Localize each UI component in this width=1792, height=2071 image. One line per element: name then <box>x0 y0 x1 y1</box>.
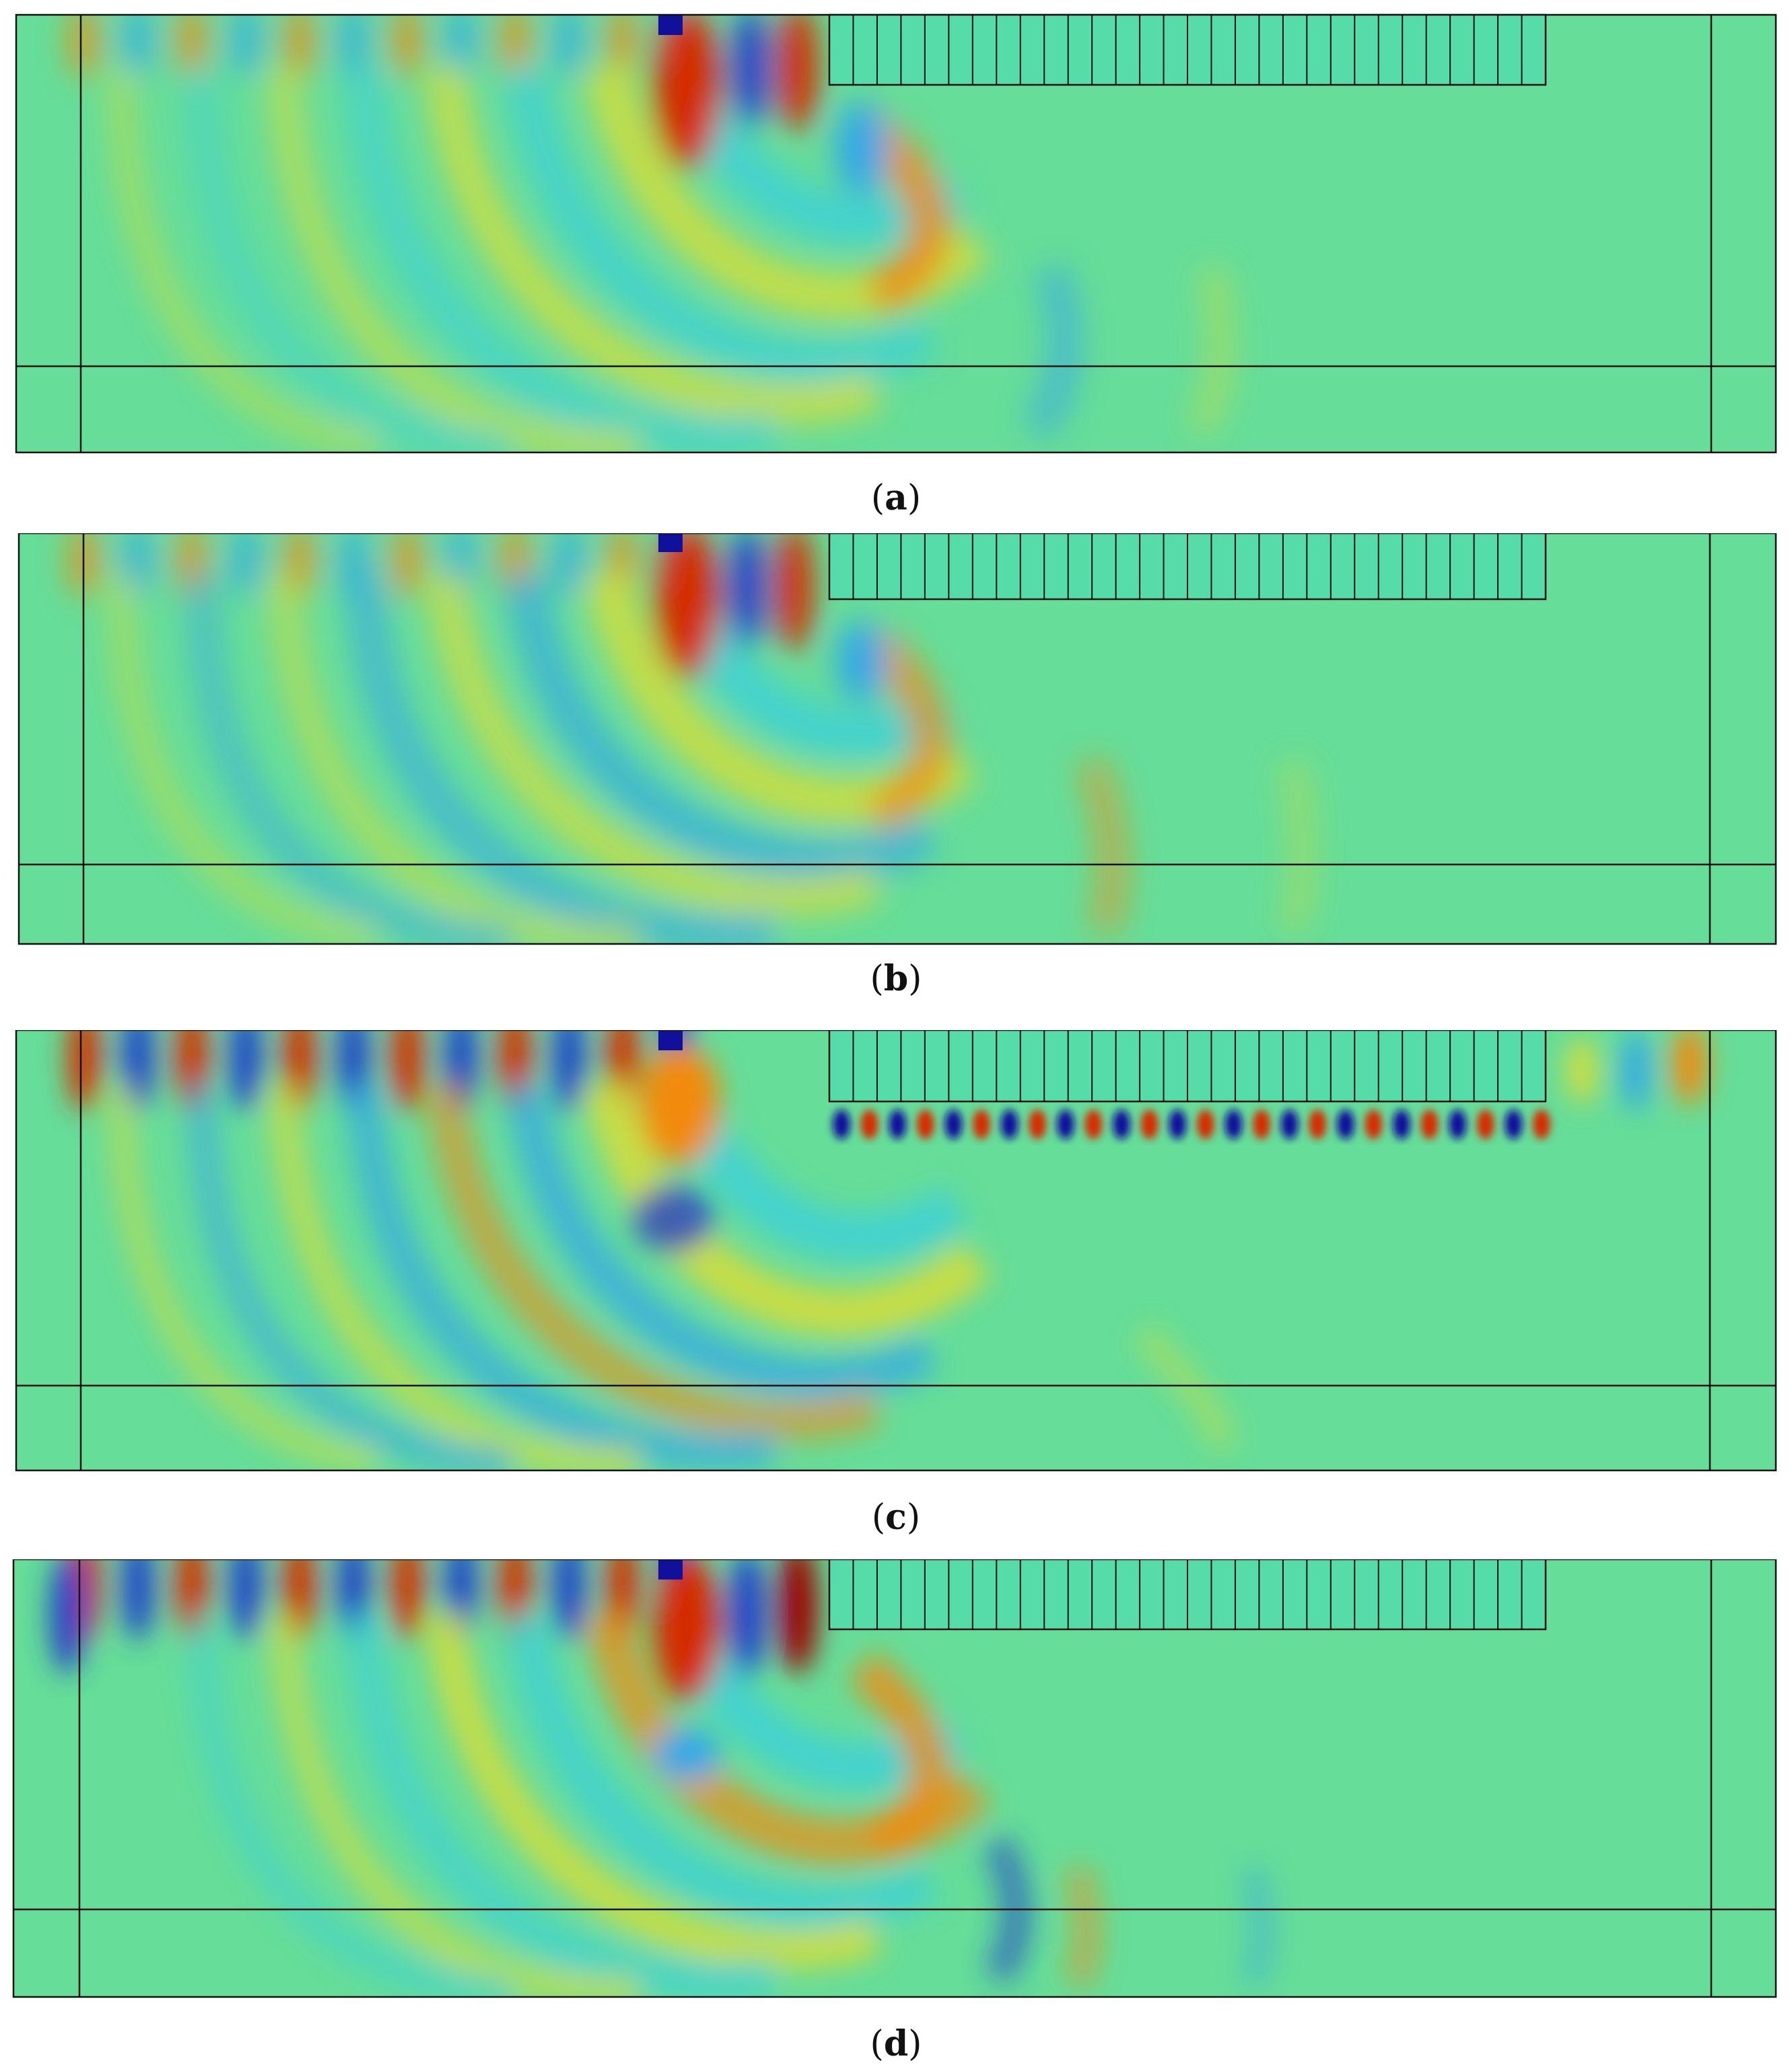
surface-wave-lobe <box>68 1030 100 1111</box>
surface-wave-lobe <box>391 1030 423 1111</box>
evanescent-lobe <box>973 1110 990 1139</box>
evanescent-lobe <box>1336 1110 1354 1139</box>
surface-wave-lobe <box>553 15 585 77</box>
surface-wave-lobe <box>607 15 639 77</box>
surface-wave-lobe <box>391 15 423 77</box>
caption-b: (b) <box>870 958 922 1000</box>
evanescent-lobe <box>1140 1110 1159 1139</box>
surface-wave-lobe <box>230 1030 262 1111</box>
evanescent-lobe <box>1280 1110 1299 1139</box>
surface-wave-lobe <box>230 1559 262 1640</box>
evanescent-lobe <box>889 1110 907 1139</box>
surface-wave-lobe <box>337 15 370 77</box>
panel-d: (d) <box>0 1559 1792 2071</box>
evanescent-lobe <box>1000 1110 1019 1139</box>
surface-wave-lobe <box>445 15 477 77</box>
evanescent-lobe <box>1393 1110 1410 1139</box>
evanescent-lobe <box>860 1110 878 1139</box>
evanescent-lobe <box>1169 1110 1187 1139</box>
wave-field-a <box>15 13 1777 454</box>
source-point <box>658 15 683 35</box>
caption-d: (d) <box>870 2023 922 2065</box>
surface-wave-lobe <box>283 15 316 77</box>
evanescent-lobe <box>1420 1110 1439 1139</box>
surface-wave-lobe <box>230 15 262 77</box>
evanescent-lobe <box>1533 1110 1550 1139</box>
evanescent-lobe <box>944 1110 963 1139</box>
evanescent-lobe <box>1029 1110 1047 1139</box>
barrier-grid <box>828 13 1547 86</box>
evanescent-lobe <box>1365 1110 1383 1139</box>
evanescent-lobe <box>1309 1110 1327 1139</box>
surface-wave-lobe <box>122 1559 154 1640</box>
evanescent-lobe <box>1505 1110 1523 1139</box>
evanescent-lobe <box>1476 1110 1494 1139</box>
surface-wave-lobe <box>391 1559 423 1640</box>
caption-c: (c) <box>871 1497 921 1538</box>
surface-wave-lobe <box>68 15 100 77</box>
evanescent-lobe <box>1253 1110 1270 1139</box>
wave-field-b <box>18 533 1777 945</box>
wave-field-d <box>12 1559 1777 1998</box>
evanescent-row <box>833 1110 1550 1139</box>
evanescent-lobe <box>1196 1110 1214 1139</box>
evanescent-lobe <box>833 1110 850 1139</box>
evanescent-lobe <box>1113 1110 1130 1139</box>
panel-c: (c) <box>0 1030 1792 1538</box>
surface-wave-lobe <box>499 15 531 77</box>
surface-wave-lobe <box>176 15 208 77</box>
surface-wave-lobe <box>391 533 423 597</box>
evanescent-lobe <box>1056 1110 1074 1139</box>
panel-b: (b) <box>0 533 1792 999</box>
caption-a: (a) <box>870 477 922 519</box>
evanescent-lobe <box>1449 1110 1467 1139</box>
surface-wave-lobe <box>553 1030 585 1111</box>
evanescent-lobe <box>1084 1110 1103 1139</box>
surface-wave-lobe <box>553 1559 585 1640</box>
wave-field-c <box>15 1030 1777 1472</box>
domain-outline <box>15 13 1777 454</box>
surface-wave-lobe <box>553 533 585 597</box>
evanescent-lobe <box>1225 1110 1243 1139</box>
wave-pattern <box>68 15 1235 452</box>
surface-wave-lobe <box>122 15 154 77</box>
evanescent-lobe <box>916 1110 934 1139</box>
surface-wave-lobe <box>230 533 262 597</box>
panel-a: (a) <box>0 13 1792 518</box>
